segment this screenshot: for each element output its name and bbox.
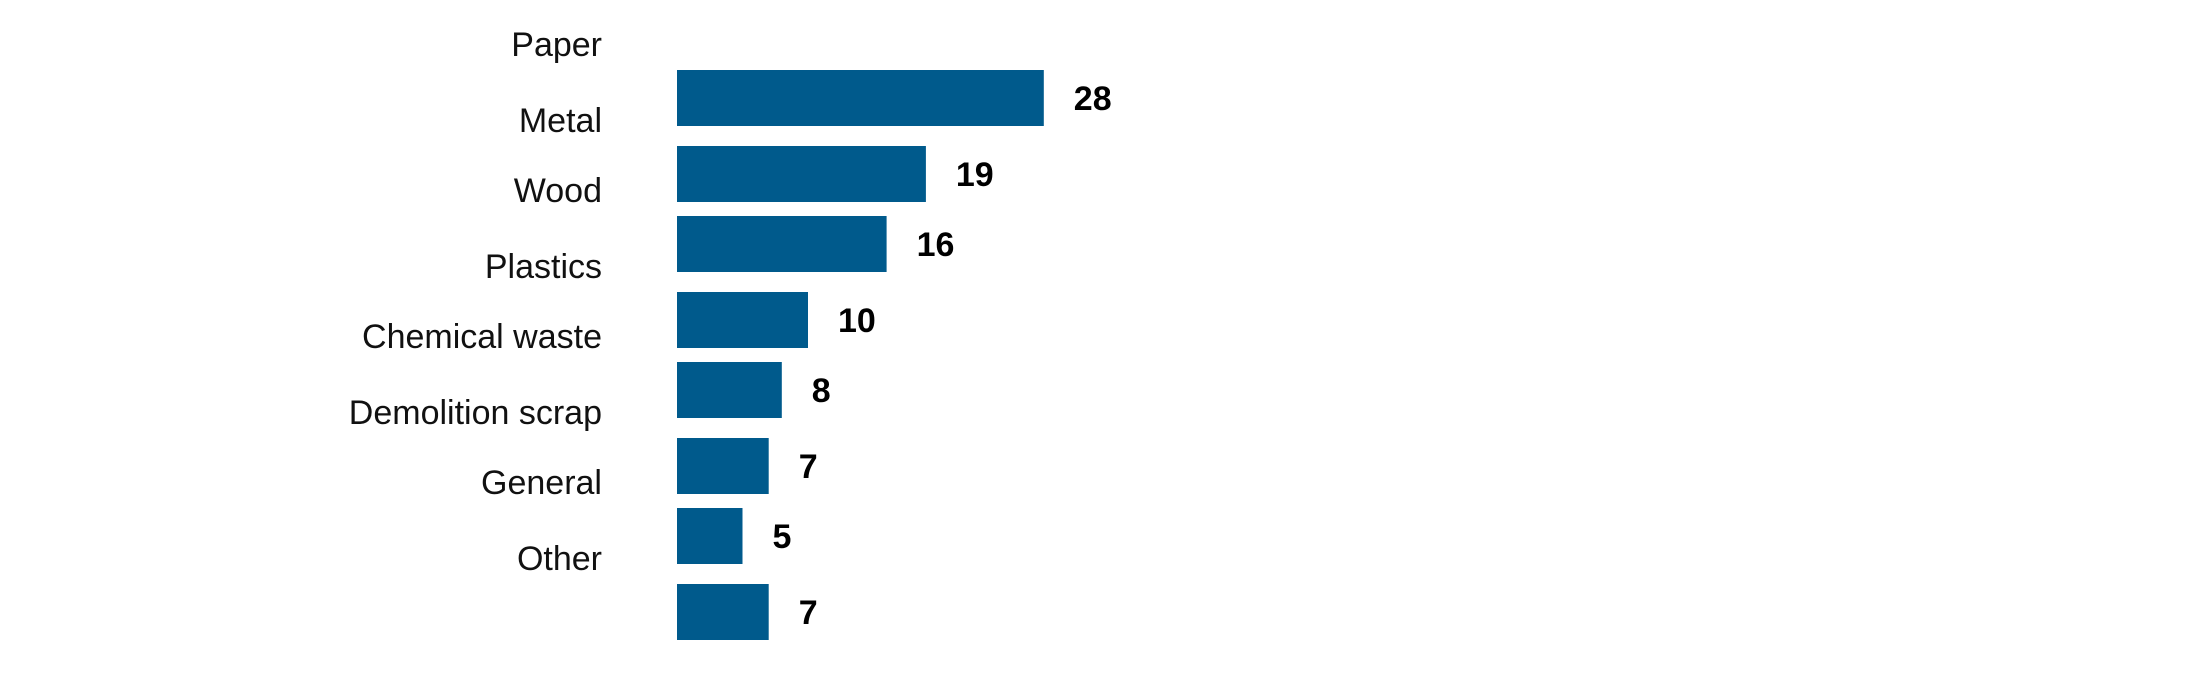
bar-group: Demolition scrap 7 xyxy=(349,394,818,494)
value-label: 19 xyxy=(956,156,994,194)
category-label: Paper xyxy=(511,26,602,64)
category-label: Metal xyxy=(519,102,602,140)
bar-group: Paper 28 xyxy=(511,26,1112,126)
value-label: 8 xyxy=(812,372,831,410)
bar-group: Plastics 10 xyxy=(485,248,876,348)
category-label: General xyxy=(481,464,602,502)
value-label: 28 xyxy=(1074,80,1112,118)
bar-wood xyxy=(677,216,887,272)
bar-general xyxy=(677,508,743,564)
bar-other xyxy=(677,584,769,640)
category-label: Other xyxy=(517,540,602,578)
bar-group: Other 7 xyxy=(517,540,818,640)
bar-metal xyxy=(677,146,926,202)
bar-group: Metal 19 xyxy=(519,102,994,202)
category-label: Wood xyxy=(514,172,602,210)
value-label: 7 xyxy=(799,594,818,632)
bar-chemical-waste xyxy=(677,362,782,418)
value-label: 16 xyxy=(917,226,955,264)
bar-group: General 5 xyxy=(481,464,791,564)
category-label: Plastics xyxy=(485,248,602,286)
bar-paper xyxy=(677,70,1044,126)
bar-group: Wood 16 xyxy=(514,172,955,272)
bar-plastics xyxy=(677,292,808,348)
category-label: Demolition scrap xyxy=(349,394,602,432)
value-label: 10 xyxy=(838,302,876,340)
value-label: 7 xyxy=(799,448,818,486)
bar-group: Chemical waste 8 xyxy=(362,318,831,418)
value-label: 5 xyxy=(773,518,792,556)
category-label: Chemical waste xyxy=(362,318,602,356)
bar-demolition-scrap xyxy=(677,438,769,494)
